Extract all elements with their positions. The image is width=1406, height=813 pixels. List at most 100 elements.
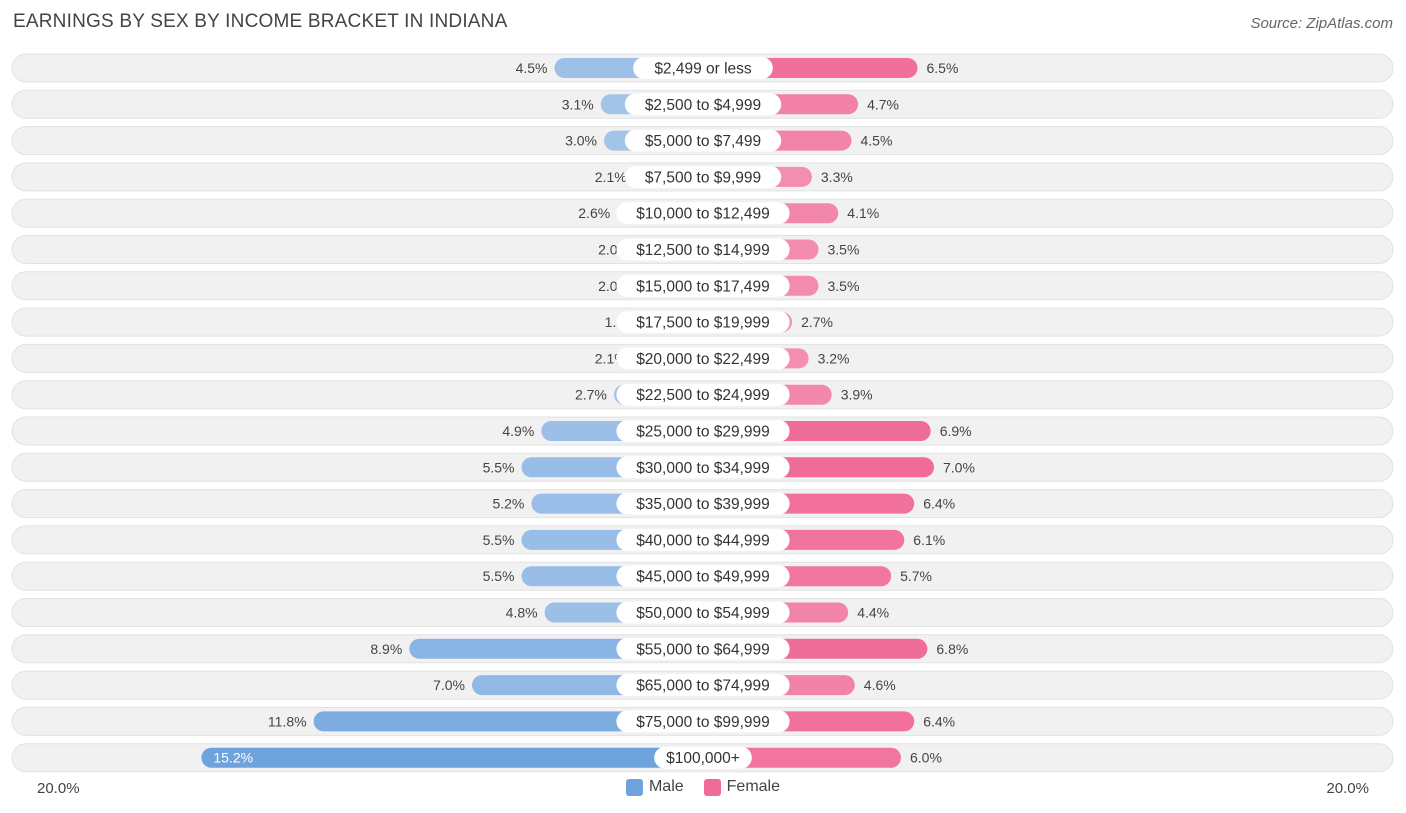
male-value-label: 4.9% xyxy=(502,423,534,439)
bar-row: 7.0% 4.6% $65,000 to $74,999 xyxy=(11,670,1394,700)
male-value-label: 5.5% xyxy=(483,568,515,584)
female-value-label: 4.4% xyxy=(857,605,889,621)
legend-item-female[interactable]: Female xyxy=(703,778,781,796)
category-pill xyxy=(616,601,790,624)
category-label: $40,000 to $44,999 xyxy=(636,532,770,549)
female-value-label: 2.7% xyxy=(801,314,833,330)
category-pill xyxy=(616,202,790,225)
bar-row: 2.6% 4.1% $10,000 to $12,499 xyxy=(11,198,1394,228)
bar-row: 5.5% 5.7% $45,000 to $49,999 xyxy=(11,561,1394,591)
bar-row: 4.8% 4.4% $50,000 to $54,999 xyxy=(11,598,1394,627)
female-value-label: 6.9% xyxy=(940,423,972,439)
female-value-label: 4.7% xyxy=(867,96,899,112)
bar-row: 2.0% 3.5%$15,000 to $17,499 xyxy=(11,271,1394,301)
category-label: $100,000+ xyxy=(666,750,740,767)
axis-max-label: 20.0% xyxy=(1326,780,1369,797)
category-pill xyxy=(616,456,790,479)
category-pill xyxy=(624,93,782,116)
category-pill xyxy=(654,746,752,769)
bar-row: 5.2% 6.4% $35,000 to $39,999 xyxy=(11,489,1394,519)
legend-swatch-female xyxy=(703,778,721,796)
male-value-label: 2.1% xyxy=(595,169,627,185)
female-value-label: 3.5% xyxy=(828,242,860,258)
bar-row: 4.5% 6.5% $2,499 or less xyxy=(11,53,1394,83)
category-pill xyxy=(616,565,790,588)
female-value-label: 6.4% xyxy=(923,496,955,512)
legend-swatch-male xyxy=(625,778,643,796)
male-bar xyxy=(313,711,713,732)
bar-row: 15.2% 6.0% $100,000+ xyxy=(11,743,1394,773)
female-value-label: 3.5% xyxy=(828,278,860,294)
category-label: $2,499 or less xyxy=(654,61,752,78)
category-label: $15,000 to $17,499 xyxy=(636,278,770,295)
category-label: $5,000 to $7,499 xyxy=(645,133,761,150)
chart-title: EARNINGS BY SEX BY INCOME BRACKET IN IND… xyxy=(13,11,508,32)
category-label: $30,000 to $34,999 xyxy=(636,460,770,477)
female-value-label: 6.4% xyxy=(923,713,955,729)
female-value-label: 6.1% xyxy=(913,532,945,548)
male-value-label: 7.0% xyxy=(433,677,465,693)
male-value-label: 3.0% xyxy=(565,133,597,149)
female-value-label: 3.9% xyxy=(841,387,873,403)
category-label: $22,500 to $24,999 xyxy=(636,387,770,404)
category-pill xyxy=(624,129,782,152)
category-label: $7,500 to $9,999 xyxy=(645,169,761,186)
female-value-label: 6.8% xyxy=(936,641,968,657)
category-pill xyxy=(616,238,790,261)
bar-row: 3.1% 4.7% $2,500 to $4,999 xyxy=(11,89,1394,119)
category-pill xyxy=(633,57,773,79)
female-value-label: 3.3% xyxy=(821,169,853,185)
category-label: $2,500 to $4,999 xyxy=(645,97,761,114)
category-pill xyxy=(616,710,790,733)
male-value-label: 4.8% xyxy=(506,605,538,621)
legend-label-male: Male xyxy=(648,778,684,795)
category-label: $65,000 to $74,999 xyxy=(636,678,770,695)
male-value-label: 2.6% xyxy=(578,205,610,221)
legend-item-male[interactable]: Male xyxy=(625,778,684,796)
male-value-label: 8.9% xyxy=(370,641,402,657)
female-value-label: 5.7% xyxy=(900,568,932,584)
bar-row: 5.5% 6.1% $40,000 to $44,999 xyxy=(11,525,1394,555)
category-label: $12,500 to $14,999 xyxy=(636,242,770,259)
category-label: $75,000 to $99,999 xyxy=(636,714,770,731)
category-label: $50,000 to $54,999 xyxy=(636,605,770,622)
bar-row: 2.1% 3.2%$20,000 to $22,499 xyxy=(11,343,1394,373)
category-pill xyxy=(616,383,790,406)
female-value-label: 4.6% xyxy=(864,677,896,693)
female-value-label: 6.5% xyxy=(927,60,959,76)
bar-row: 11.8% 6.4% $75,000 to $99,999 xyxy=(11,706,1394,736)
category-label: $55,000 to $64,999 xyxy=(636,641,770,658)
bar-row: 2.0% 3.5%$12,500 to $14,999 xyxy=(11,235,1394,264)
male-value-label: 3.1% xyxy=(562,96,594,112)
category-label: $20,000 to $22,499 xyxy=(636,351,770,368)
category-pill xyxy=(616,637,790,660)
male-value-label: 4.5% xyxy=(516,60,548,76)
bar-row: 8.9% 6.8% $55,000 to $64,999 xyxy=(11,634,1394,664)
bar-row: 4.9% 6.9% $25,000 to $29,999 xyxy=(11,416,1394,446)
female-value-label: 4.5% xyxy=(861,133,893,149)
bar-row: 2.1% 3.3% $7,500 to $9,999 xyxy=(11,162,1394,192)
legend: Male Female xyxy=(0,778,1406,796)
male-value-label: 5.2% xyxy=(492,496,524,512)
category-label: $25,000 to $29,999 xyxy=(636,424,770,441)
female-value-label: 6.0% xyxy=(910,750,942,766)
category-pill xyxy=(616,311,790,334)
male-value-label: 5.5% xyxy=(483,459,515,475)
axis-min-label: 20.0% xyxy=(37,780,80,797)
category-pill xyxy=(616,274,790,297)
male-bar xyxy=(201,747,713,768)
legend-label-female: Female xyxy=(726,778,781,795)
category-pill xyxy=(616,420,790,442)
male-value-label: 5.5% xyxy=(483,532,515,548)
category-pill xyxy=(616,674,790,697)
chart-source: Source: ZipAtlas.com xyxy=(1250,15,1393,32)
bar-row: 5.5% 7.0% $30,000 to $34,999 xyxy=(11,452,1394,482)
bar-row: 1.8%2.7%$17,500 to $19,999 xyxy=(11,307,1394,337)
female-value-label: 3.2% xyxy=(818,350,850,366)
category-pill xyxy=(624,165,782,188)
category-pill xyxy=(616,347,790,370)
category-pill xyxy=(616,528,790,551)
bar-row: 3.0% 4.5% $5,000 to $7,499 xyxy=(11,126,1394,156)
male-value-label: 15.2% xyxy=(213,750,253,766)
